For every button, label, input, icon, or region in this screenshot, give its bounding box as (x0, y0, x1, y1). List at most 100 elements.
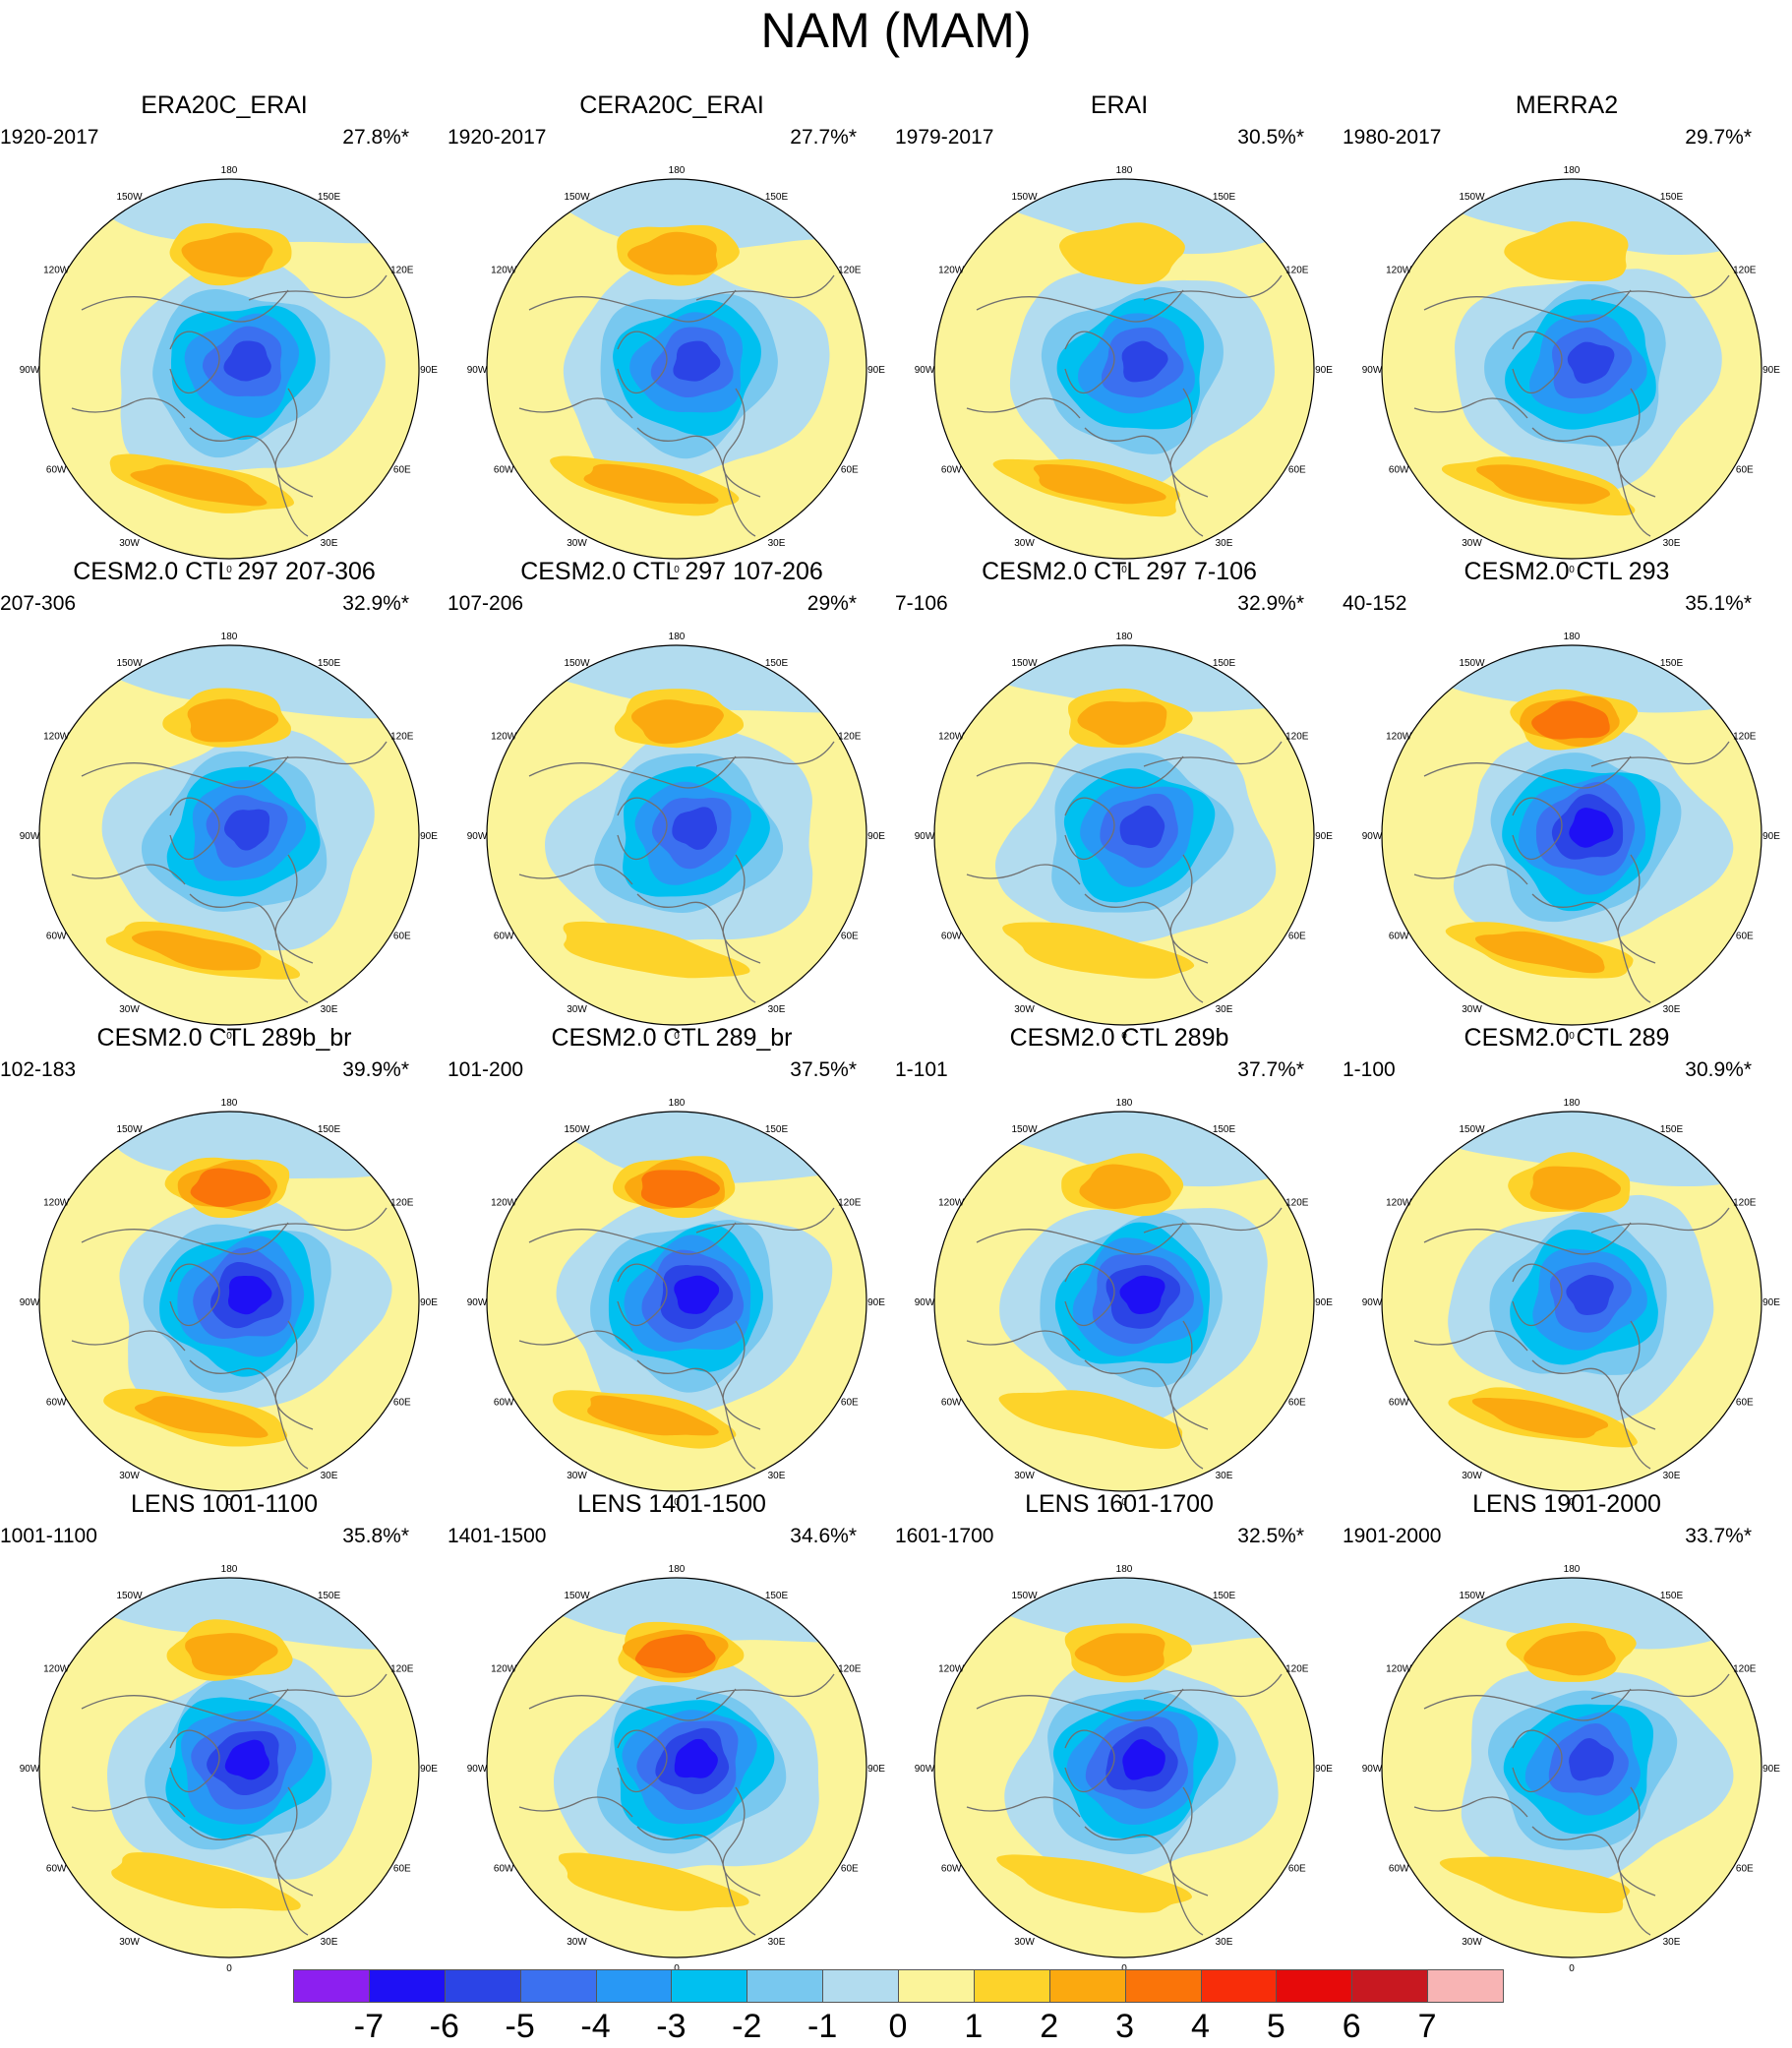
longitude-label: 90E (1762, 1297, 1780, 1308)
longitude-label: 120E (838, 1198, 862, 1209)
coastline (1617, 1320, 1656, 1430)
coastline (976, 755, 1184, 789)
contour-negative (1567, 341, 1615, 385)
map-panel: 180 150E 120E 90E 60E 30E 0 30W 60W 90W 120W 150W LE… (895, 1489, 1344, 1974)
longitude-label: 30W (1462, 1471, 1482, 1481)
longitude-label: 30W (119, 538, 140, 549)
coastline (1617, 1786, 1656, 1897)
coastline (1064, 331, 1115, 394)
longitude-label: 60E (393, 465, 411, 476)
longitude-label: 0 (1569, 1031, 1575, 1042)
colorbar-label: 0 (888, 2008, 908, 2045)
longitude-label: 120W (491, 1664, 517, 1675)
coastline (1084, 1359, 1204, 1470)
polar-map: 180 150E 120E 90E 60E 30E 0 30W 60W 90W 120W 150W (467, 165, 886, 575)
contour-positive (185, 1633, 278, 1676)
coastline (1064, 797, 1115, 861)
panel-title: CESM2.0 CTL 293 (1463, 558, 1670, 585)
longitude-label: 180 (1564, 1098, 1581, 1109)
coastline (1413, 1796, 1528, 1818)
coastline (248, 741, 388, 767)
longitude-label: 90E (867, 365, 885, 376)
longitude-label: 0 (674, 1031, 680, 1042)
coastline (248, 1207, 388, 1234)
coastline (81, 1688, 289, 1721)
longitude-label: 150E (1213, 192, 1236, 203)
coastline (518, 864, 633, 885)
panel-variance: 35.1%* (1685, 592, 1752, 615)
longitude-label: 90W (915, 831, 935, 842)
longitude-label: 60E (1288, 1398, 1306, 1409)
colorbar-box (519, 1969, 597, 2003)
longitude-label: 30E (1216, 1004, 1233, 1015)
longitude-label: 90W (20, 831, 40, 842)
panel-title: LENS 1401-1500 (577, 1490, 766, 1518)
contour-positive (998, 1390, 1183, 1449)
coastline (1169, 1320, 1209, 1430)
longitude-label: 180 (1116, 632, 1133, 642)
contour-positive (1471, 1397, 1609, 1438)
longitude-label: 150W (1011, 658, 1038, 669)
contour-negative (1119, 1275, 1165, 1314)
contour-positive (634, 1634, 716, 1673)
panel-title: CERA20C_ERAI (579, 91, 764, 119)
longitude-label: 90E (1315, 1297, 1333, 1308)
map-boundary (486, 1577, 867, 1958)
longitude-label: 120W (1386, 1664, 1412, 1675)
polar-map: 180 150E 120E 90E 60E 30E 0 30W 60W 90W 120W 150W (20, 1564, 439, 1974)
coastline (81, 289, 289, 323)
longitude-label: 120W (491, 732, 517, 743)
longitude-label: 150E (318, 658, 341, 669)
panel-period: 1920-2017 (448, 126, 547, 149)
coastline (1143, 1207, 1283, 1234)
longitude-label: 180 (221, 165, 238, 176)
longitude-label: 90W (1362, 365, 1383, 376)
colorbar-label: -6 (429, 2008, 459, 2045)
contour-positive (627, 231, 718, 275)
coastline (518, 1796, 633, 1818)
polar-map: 180 150E 120E 90E 60E 30E 0 30W 60W 90W 120W 150W (915, 1098, 1334, 1508)
longitude-label: 30E (1663, 538, 1681, 549)
longitude-label: 120W (938, 732, 965, 743)
longitude-label: 30W (119, 1004, 140, 1015)
longitude-label: 120E (838, 732, 862, 743)
coastline (274, 388, 314, 498)
longitude-label: 60E (841, 932, 859, 942)
longitude-label: 30E (321, 538, 338, 549)
longitude-label: 150E (765, 1124, 789, 1135)
coastline (1590, 1207, 1730, 1234)
coastline (169, 1729, 220, 1793)
longitude-label: 60W (46, 932, 67, 942)
map-panel: 180 150E 120E 90E 60E 30E 0 30W 60W 90W 120W 150W CE… (448, 1023, 896, 1508)
longitude-label: 120E (1285, 1198, 1309, 1209)
colorbar-box (1276, 1969, 1353, 2003)
polar-map: 180 150E 120E 90E 60E 30E 0 30W 60W 90W 120W 150W (20, 632, 439, 1042)
panel-title: CESM2.0 CTL 297 207-306 (73, 558, 376, 585)
contour-negative (1122, 1739, 1165, 1780)
longitude-label: 120E (1285, 266, 1309, 276)
panel-variance: 29.7%* (1685, 126, 1752, 149)
longitude-label: 30W (1014, 1471, 1035, 1481)
coastline (1169, 388, 1209, 498)
colorbar-box (898, 1969, 975, 2003)
map-panel: 180 150E 120E 90E 60E 30E 0 30W 60W 90W 120W 150W LE… (0, 1489, 448, 1974)
contour-positive (1033, 464, 1166, 505)
contour-positive (190, 1168, 271, 1208)
map-boundary (933, 178, 1315, 560)
longitude-label: 30W (1014, 538, 1035, 549)
longitude-label: 150W (116, 1124, 143, 1135)
contour-positive (1474, 931, 1605, 974)
longitude-label: 150W (564, 658, 590, 669)
longitude-label: 90E (867, 1297, 885, 1308)
colorbar-label: 3 (1115, 2008, 1135, 2045)
colorbar-box (1048, 1969, 1126, 2003)
coastline (1531, 1826, 1651, 1936)
contour-positive (1523, 1631, 1616, 1676)
longitude-label: 180 (221, 632, 238, 642)
map-boundary (1381, 1111, 1762, 1492)
longitude-label: 90E (420, 831, 438, 842)
contour-positive (1058, 222, 1185, 285)
panel-period: 107-206 (448, 592, 524, 615)
contour-negative (1121, 340, 1168, 383)
coastline (636, 427, 756, 537)
